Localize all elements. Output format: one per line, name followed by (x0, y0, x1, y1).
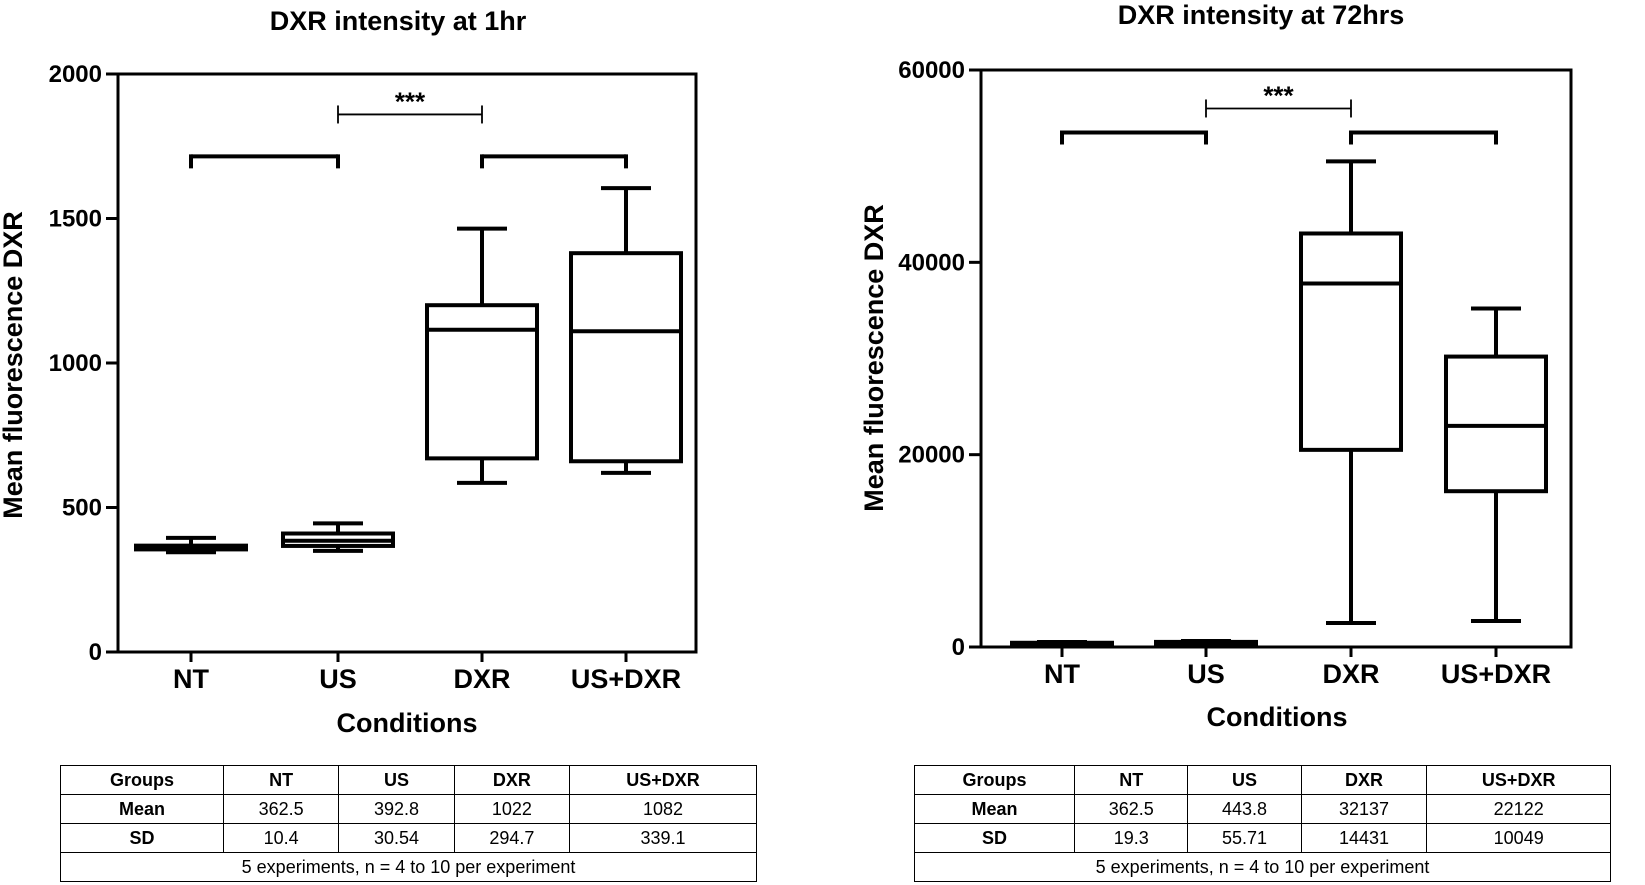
x-ticks: NT US DXR US+DXR (1044, 647, 1551, 689)
table-cell: 443.8 (1187, 794, 1302, 824)
table-cell: Groups (913, 765, 1076, 795)
table-footnote: 5 experiments, n = 4 to 10 per experimen… (60, 852, 757, 882)
significance-label: *** (1263, 80, 1294, 110)
box-dxr (425, 226, 539, 485)
table-cell: Mean (913, 794, 1076, 824)
box-us (281, 521, 395, 553)
table-cell: 10.4 (222, 823, 340, 853)
x-tick-label: US+DXR (1441, 659, 1551, 689)
x-axis-label: Conditions (1207, 702, 1348, 732)
table-cell: 10049 (1426, 823, 1611, 853)
table-cell: SD (60, 823, 224, 853)
x-tick-label: NT (173, 664, 209, 694)
plot-frame (979, 68, 1573, 649)
table-cell: 1082 (569, 794, 757, 824)
table-cell: NT (1074, 765, 1189, 795)
table-cell: 362.5 (1074, 794, 1189, 824)
box-iqr (1299, 231, 1403, 452)
box-dxr (1299, 159, 1403, 625)
box-us-dxr (569, 186, 683, 475)
x-ticks: NT US DXR US+DXR (173, 652, 681, 694)
significance-bracket (189, 154, 340, 169)
table-cell: 1022 (453, 794, 571, 824)
chart-title: DXR intensity at 1hr (270, 6, 527, 36)
table-row: Mean 362.5 392.8 1022 1082 (60, 794, 757, 824)
table-cell: Mean (60, 794, 224, 824)
significance-bracket (480, 154, 628, 169)
y-tick-label: 60000 (898, 57, 965, 84)
table-cell: 22122 (1426, 794, 1611, 824)
table-cell: 55.71 (1187, 823, 1302, 853)
table-cell: DXR (1300, 765, 1428, 795)
table-cell: SD (913, 823, 1076, 853)
significance-brackets: *** (1060, 80, 1498, 145)
x-tick-label: US+DXR (571, 664, 681, 694)
x-tick-label: NT (1044, 659, 1080, 689)
x-axis-label: Conditions (337, 708, 478, 738)
y-tick-label: 2000 (49, 61, 102, 88)
box-us-dxr (1444, 306, 1548, 624)
table-cell: NT (222, 765, 340, 795)
significance-label: *** (395, 86, 426, 116)
x-tick-label: US (1187, 659, 1225, 689)
table-cell: 294.7 (453, 823, 571, 853)
stats-table-1hr: Groups NT US DXR US+DXR Mean 362.5 392.8… (60, 765, 757, 882)
significance-bracket (1349, 130, 1498, 145)
chart-1hr: DXR intensity at 1hr Mean fluorescence D… (0, 6, 698, 738)
y-axis-label: Mean fluorescence DXR (859, 204, 889, 512)
box-us (1154, 639, 1258, 647)
significance-bracket: *** (337, 86, 483, 124)
table-cell: Groups (60, 765, 224, 795)
table-cell: US+DXR (1426, 765, 1611, 795)
significance-brackets: *** (189, 86, 628, 169)
table-cell: 339.1 (569, 823, 757, 853)
table-cell: 32137 (1300, 794, 1428, 824)
y-ticks: 0 500 1000 1500 2000 (49, 61, 118, 666)
table-cell: US (1187, 765, 1302, 795)
chart-72hrs: DXR intensity at 72hrs Mean fluorescence… (859, 0, 1573, 732)
y-tick-label: 0 (952, 634, 965, 661)
box-plots (134, 186, 683, 555)
table-cell: US+DXR (569, 765, 757, 795)
table-row: SD 10.4 30.54 294.7 339.1 (60, 823, 757, 853)
table-footnote-row: 5 experiments, n = 4 to 10 per experimen… (914, 852, 1611, 882)
table-cell: 14431 (1300, 823, 1428, 853)
y-tick-label: 1000 (49, 350, 102, 377)
x-tick-label: US (319, 664, 357, 694)
significance-bracket (1060, 130, 1208, 145)
table-cell: 392.8 (338, 794, 455, 824)
table-row: Mean 362.5 443.8 32137 22122 (913, 794, 1611, 824)
y-tick-label: 1500 (49, 206, 102, 233)
table-header-row: Groups NT US DXR US+DXR (913, 765, 1611, 795)
stats-table-72hrs: Groups NT US DXR US+DXR Mean 362.5 443.8… (913, 765, 1611, 882)
table-cell: 30.54 (338, 823, 455, 853)
x-tick-label: DXR (453, 664, 510, 694)
box-iqr (569, 251, 683, 464)
table-cell: 362.5 (222, 794, 340, 824)
table-footnote-row: 5 experiments, n = 4 to 10 per experimen… (60, 852, 757, 882)
significance-bracket: *** (1205, 80, 1352, 118)
table-row: SD 19.3 55.71 14431 10049 (913, 823, 1611, 853)
table-cell: US (338, 765, 455, 795)
y-tick-label: 0 (89, 639, 102, 666)
y-tick-label: 500 (62, 495, 102, 522)
chart-title: DXR intensity at 72hrs (1118, 0, 1405, 30)
y-axis-label: Mean fluorescence DXR (0, 211, 28, 519)
table-cell: DXR (453, 765, 571, 795)
box-nt (134, 535, 248, 555)
y-tick-label: 20000 (898, 442, 965, 469)
y-ticks: 0 20000 40000 60000 (898, 57, 981, 661)
table-footnote: 5 experiments, n = 4 to 10 per experimen… (914, 852, 1611, 882)
x-tick-label: DXR (1322, 659, 1379, 689)
box-nt (1010, 639, 1114, 648)
box-plots (1010, 159, 1548, 648)
table-cell: 19.3 (1074, 823, 1189, 853)
y-tick-label: 40000 (898, 249, 965, 276)
table-header-row: Groups NT US DXR US+DXR (60, 765, 757, 795)
